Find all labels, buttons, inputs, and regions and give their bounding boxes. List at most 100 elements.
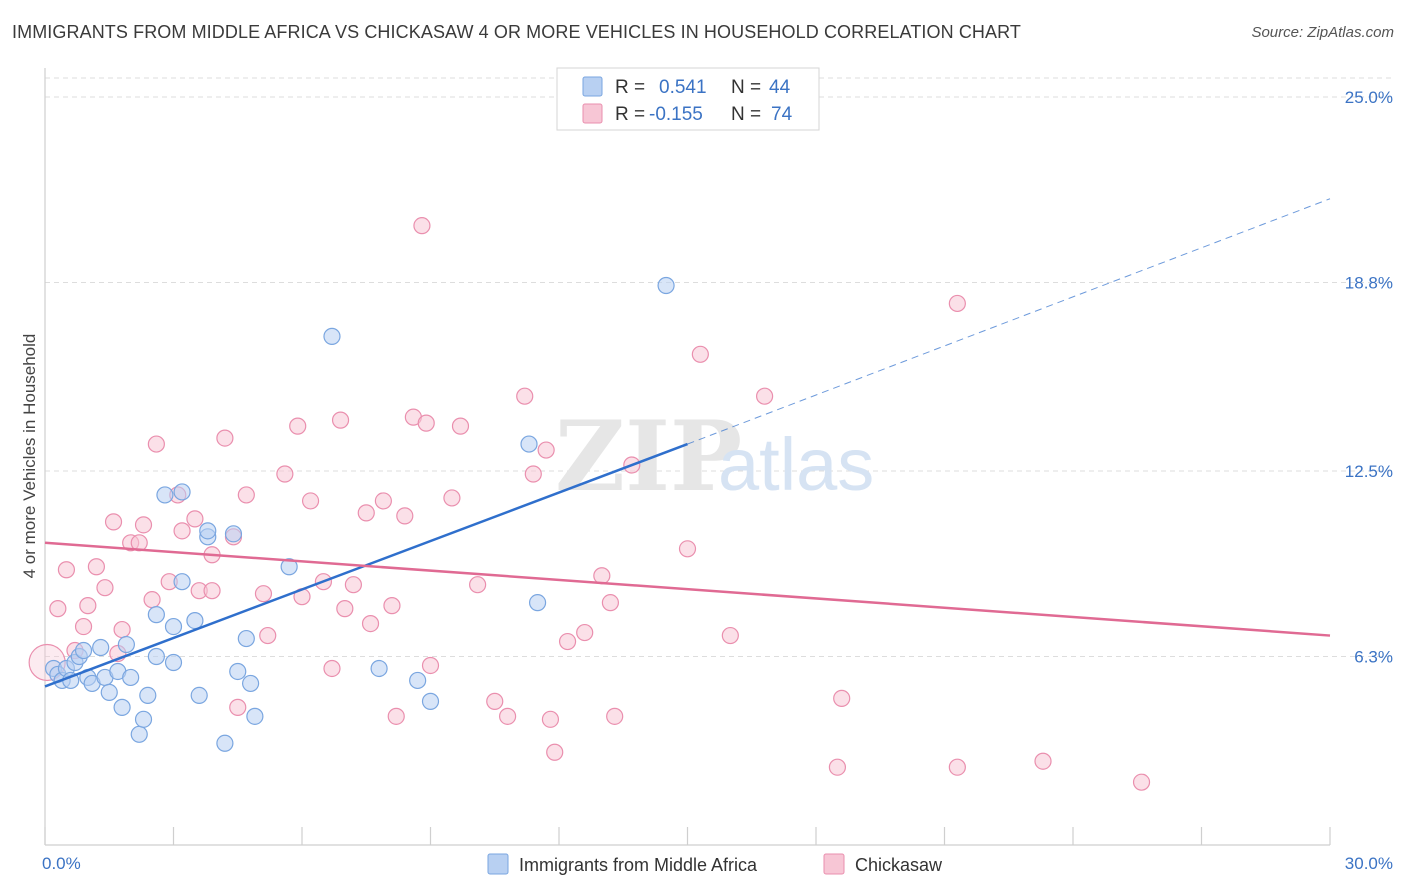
chart-title: IMMIGRANTS FROM MIDDLE AFRICA VS CHICKAS… bbox=[12, 22, 1021, 42]
data-point-chickasaw bbox=[948, 758, 966, 776]
data-point-middle-africa bbox=[173, 573, 191, 591]
bottom-legend-label-blue: Immigrants from Middle Africa bbox=[519, 855, 758, 875]
data-point-chickasaw bbox=[173, 522, 191, 540]
data-point-middle-africa bbox=[520, 435, 538, 453]
data-point-chickasaw bbox=[546, 743, 564, 761]
data-point-middle-africa bbox=[409, 671, 427, 690]
data-point-chickasaw bbox=[237, 486, 255, 504]
data-point-middle-africa bbox=[199, 522, 217, 540]
legend-r-label-pink: R = bbox=[615, 104, 645, 125]
data-point-chickasaw bbox=[276, 465, 294, 483]
data-point-chickasaw bbox=[558, 632, 577, 651]
data-point-chickasaw bbox=[537, 441, 555, 459]
data-point-chickasaw bbox=[229, 698, 247, 716]
data-point-chickasaw bbox=[601, 594, 620, 612]
data-point-chickasaw bbox=[383, 597, 401, 615]
data-point-chickasaw bbox=[357, 504, 375, 522]
data-point-chickasaw bbox=[678, 540, 697, 558]
data-point-middle-africa bbox=[323, 327, 341, 345]
data-point-chickasaw bbox=[606, 707, 624, 725]
data-point-middle-africa bbox=[528, 594, 547, 612]
legend-n-label-pink: N = bbox=[731, 104, 761, 125]
data-point-middle-africa bbox=[156, 486, 174, 504]
data-point-chickasaw bbox=[216, 429, 234, 447]
data-point-middle-africa bbox=[229, 662, 247, 681]
data-point-middle-africa bbox=[190, 686, 208, 705]
data-point-chickasaw bbox=[417, 414, 435, 432]
data-point-chickasaw bbox=[499, 707, 517, 725]
x-tick-label: 30.0% bbox=[1345, 854, 1393, 873]
data-point-chickasaw bbox=[49, 600, 67, 618]
legend-n-value-pink: 74 bbox=[771, 104, 793, 125]
data-point-middle-africa bbox=[134, 710, 153, 728]
data-point-middle-africa bbox=[147, 606, 165, 624]
data-point-chickasaw bbox=[361, 614, 380, 633]
legend-swatch-blue bbox=[582, 76, 603, 97]
bottom-legend-label-pink: Chickasaw bbox=[855, 855, 943, 875]
data-point-middle-africa bbox=[117, 635, 135, 654]
data-point-chickasaw bbox=[833, 689, 851, 707]
data-point-chickasaw bbox=[323, 659, 341, 678]
y-tick-label: 12.5% bbox=[1345, 462, 1393, 481]
data-point-chickasaw bbox=[134, 516, 153, 534]
data-point-middle-africa bbox=[186, 611, 204, 630]
data-point-chickasaw bbox=[541, 710, 560, 728]
legend-r-value-blue: 0.541 bbox=[659, 77, 707, 98]
trend-line-chickasaw bbox=[44, 541, 1331, 637]
data-point-chickasaw bbox=[755, 387, 774, 405]
data-point-middle-africa bbox=[92, 638, 110, 657]
watermark: ZIP atlas bbox=[555, 400, 874, 513]
data-point-chickasaw bbox=[1034, 752, 1052, 770]
data-point-middle-africa bbox=[421, 692, 440, 710]
data-point-chickasaw bbox=[74, 617, 93, 636]
data-point-middle-africa bbox=[224, 525, 243, 543]
data-point-middle-africa bbox=[173, 483, 191, 501]
data-point-chickasaw bbox=[96, 579, 114, 597]
data-point-middle-africa bbox=[130, 725, 148, 743]
data-point-middle-africa bbox=[122, 668, 140, 687]
data-point-chickasaw bbox=[691, 345, 709, 363]
y-axis-title: 4 or more Vehicles in Household bbox=[20, 334, 39, 579]
data-point-middle-africa bbox=[242, 674, 260, 693]
data-point-chickasaw bbox=[469, 576, 487, 594]
data-point-chickasaw bbox=[443, 489, 461, 507]
data-point-chickasaw bbox=[451, 417, 470, 435]
data-point-middle-africa bbox=[280, 558, 298, 576]
y-tick-label: 25.0% bbox=[1345, 88, 1393, 107]
data-point-middle-africa bbox=[216, 734, 234, 752]
data-point-chickasaw bbox=[143, 591, 161, 609]
data-point-middle-africa bbox=[164, 617, 183, 636]
trend-layer bbox=[44, 198, 1331, 688]
data-point-chickasaw bbox=[147, 435, 165, 453]
trend-line-extension-middle-africa bbox=[687, 198, 1331, 445]
grid-layer bbox=[45, 77, 1395, 658]
data-point-middle-africa bbox=[74, 641, 93, 660]
data-point-middle-africa bbox=[246, 707, 264, 725]
data-point-chickasaw bbox=[259, 626, 277, 645]
data-point-chickasaw bbox=[374, 492, 392, 510]
data-point-chickasaw bbox=[186, 510, 204, 528]
data-point-chickasaw bbox=[104, 513, 123, 531]
data-point-middle-africa bbox=[164, 653, 183, 672]
legend-r-value-pink: -0.155 bbox=[649, 104, 703, 125]
x-tick-label: 0.0% bbox=[42, 854, 81, 873]
data-point-chickasaw bbox=[387, 707, 405, 725]
data-point-chickasaw bbox=[516, 387, 534, 405]
legend-n-value-blue: 44 bbox=[769, 77, 791, 98]
data-point-chickasaw bbox=[289, 417, 307, 435]
legend-r-label-blue: R = bbox=[615, 77, 645, 98]
data-point-chickasaw bbox=[87, 558, 106, 576]
data-point-chickasaw bbox=[344, 576, 362, 594]
data-point-chickasaw bbox=[79, 597, 97, 615]
data-point-chickasaw bbox=[948, 294, 966, 313]
data-point-chickasaw bbox=[524, 465, 542, 483]
data-point-chickasaw bbox=[721, 626, 739, 645]
data-point-chickasaw bbox=[396, 507, 414, 525]
y-tick-label: 6.3% bbox=[1354, 648, 1393, 667]
data-point-middle-africa bbox=[237, 629, 255, 648]
legend-swatch-pink bbox=[582, 103, 603, 124]
data-point-chickasaw bbox=[203, 582, 221, 600]
data-point-chickasaw bbox=[1132, 773, 1151, 791]
